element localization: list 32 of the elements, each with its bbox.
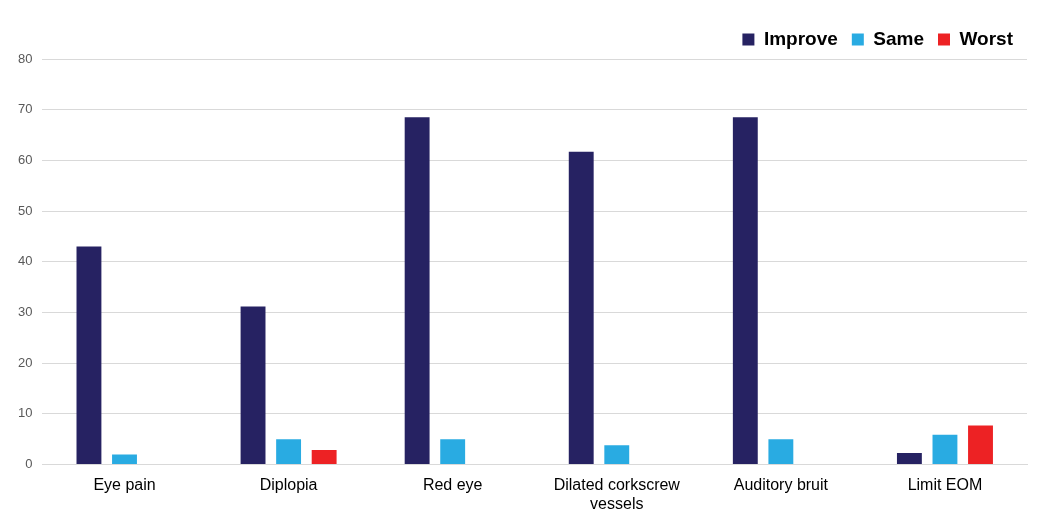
y-tick-label: 0	[25, 456, 33, 472]
legend-label: Worst	[959, 27, 1014, 49]
y-tick-label: 50	[17, 202, 33, 218]
x-tick-label: Auditory bruit	[733, 475, 829, 493]
bar	[896, 452, 922, 465]
bar	[76, 246, 102, 465]
y-tick-label: 60	[17, 151, 33, 167]
bar	[732, 117, 758, 465]
x-tick-label: Eye pain	[93, 475, 156, 493]
y-tick-label: 70	[17, 101, 33, 117]
y-tick-label: 40	[17, 253, 33, 269]
y-tick-label: 30	[17, 304, 33, 320]
bar	[276, 439, 302, 465]
bar	[768, 439, 794, 465]
legend-label: Improve	[763, 27, 838, 49]
bar	[604, 445, 630, 465]
x-tick-label: Red eye	[422, 475, 483, 493]
legend-label: Same	[873, 27, 925, 49]
y-tick-label: 10	[17, 405, 33, 421]
bar	[568, 151, 594, 465]
x-tick-label: Diplopia	[259, 475, 318, 493]
bar	[311, 449, 337, 465]
x-tick-label: Dilated corkscrew vessels	[553, 475, 681, 512]
bar	[240, 306, 266, 465]
y-tick-label: 80	[17, 50, 33, 66]
y-tick-label: 20	[17, 354, 33, 370]
bar	[932, 434, 958, 465]
x-tick-label: Limit EOM	[907, 475, 983, 493]
bar	[968, 425, 993, 465]
bar	[404, 117, 430, 465]
bar	[112, 454, 137, 465]
bar	[440, 439, 466, 465]
